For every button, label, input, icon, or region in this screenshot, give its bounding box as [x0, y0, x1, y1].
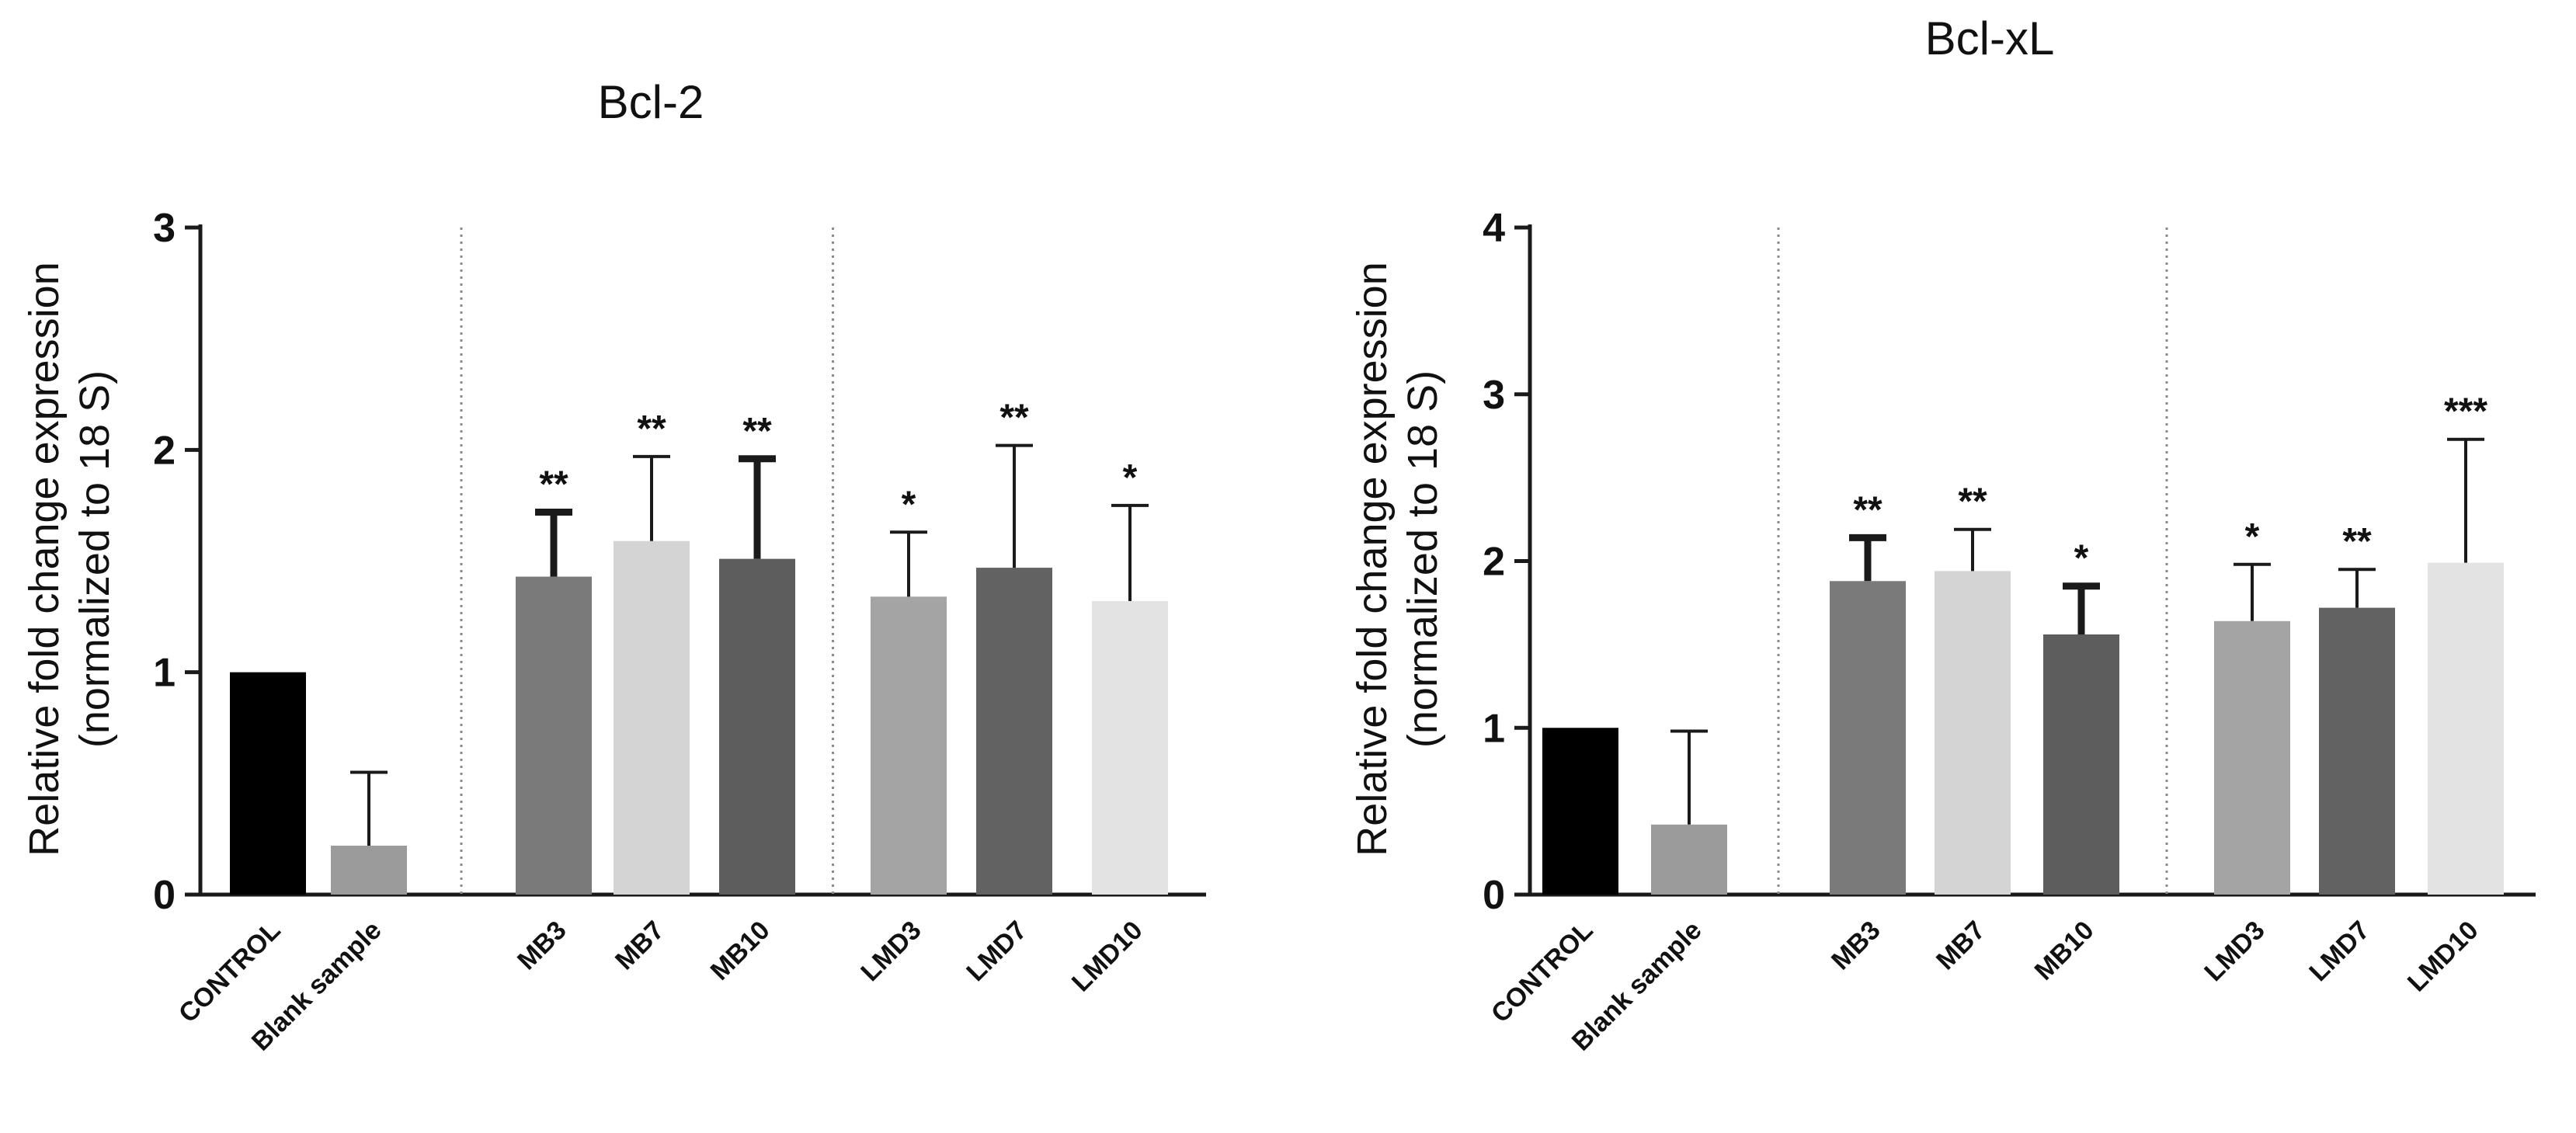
- y-tick-label: 4: [1483, 206, 1505, 251]
- significance-bcl-2-mb10: **: [742, 411, 772, 452]
- bar-bcl-xl-lmd10: [2428, 562, 2504, 895]
- y-tick-label: 1: [1483, 706, 1505, 751]
- y-tick-label: 0: [1483, 873, 1505, 918]
- x-tick-label-mb10: MB10: [2029, 916, 2100, 986]
- y-axis-label: (normalized to 18 S): [1399, 370, 1446, 748]
- bar-bcl-2-control: [230, 672, 306, 895]
- significance-bcl-xl-lmd10: ***: [2444, 391, 2487, 433]
- bar-bcl-2-lmd3: [871, 596, 947, 895]
- y-tick-label: 3: [1483, 373, 1505, 418]
- bar-bcl-xl-lmd7: [2319, 607, 2395, 895]
- y-axis-label: Relative fold change expression: [21, 262, 68, 856]
- bar-bcl-xl-mb10: [2043, 634, 2119, 895]
- chart-bcl-2: Bcl-2 Relative fold change expression (nor…: [21, 76, 1206, 1057]
- x-tick-label-lmd10: LMD10: [2402, 916, 2484, 998]
- bar-bcl-xl-mb3: [1830, 581, 1906, 895]
- x-tick-label-lmd7: LMD7: [961, 916, 1032, 987]
- bar-bcl-2-mb10: [719, 558, 795, 895]
- x-tick-label-mb7: MB7: [610, 916, 670, 976]
- x-tick-label-mb10: MB10: [705, 916, 776, 986]
- chart-title: Bcl-2: [598, 76, 704, 128]
- significance-bcl-2-mb3: **: [539, 464, 568, 506]
- x-tick-label-lmd10: LMD10: [1066, 916, 1149, 998]
- significance-bcl-2-mb7: **: [637, 408, 666, 450]
- bar-bcl-2-mb7: [614, 540, 690, 895]
- significance-bcl-2-lmd10: *: [1123, 457, 1138, 499]
- significance-bcl-2-lmd7: **: [999, 398, 1029, 439]
- significance-bcl-2-lmd3: *: [902, 484, 916, 525]
- bar-bcl-2-lmd10: [1092, 601, 1168, 895]
- x-tick-label-lmd7: LMD7: [2303, 916, 2375, 987]
- y-tick-label: 2: [1483, 540, 1505, 585]
- y-tick-label: 3: [153, 206, 176, 251]
- x-tick-label-lmd3: LMD3: [855, 916, 926, 987]
- y-tick-label: 0: [153, 873, 176, 918]
- significance-bcl-xl-mb10: *: [2074, 538, 2089, 579]
- x-tick-label-mb7: MB7: [1931, 916, 1991, 976]
- bar-bcl-2-lmd7: [976, 568, 1052, 895]
- significance-bcl-xl-lmd3: *: [2245, 516, 2260, 558]
- significance-bcl-xl-mb3: **: [1853, 489, 1882, 530]
- bar-bcl-xl-blank-sample: [1651, 824, 1727, 895]
- y-tick-label: 2: [153, 428, 176, 473]
- x-tick-label-mb3: MB3: [512, 916, 572, 976]
- bar-bcl-2-blank-sample: [331, 846, 407, 895]
- chart-bcl-xl: Bcl-xL Relative fold change expression (no…: [1349, 12, 2536, 1057]
- y-tick-label: 1: [153, 651, 176, 696]
- x-tick-label-mb3: MB3: [1826, 916, 1886, 976]
- bar-bcl-xl-lmd3: [2214, 620, 2290, 895]
- significance-bcl-xl-mb7: **: [1958, 481, 1987, 523]
- y-axis-label: Relative fold change expression: [1349, 262, 1396, 856]
- bar-bcl-xl-mb7: [1935, 571, 2011, 895]
- x-tick-label-lmd3: LMD3: [2199, 916, 2270, 987]
- chart-title: Bcl-xL: [1925, 12, 2055, 64]
- significance-bcl-xl-lmd7: **: [2342, 521, 2372, 562]
- y-axis-label: (normalized to 18 S): [71, 370, 118, 748]
- bar-bcl-2-mb3: [516, 576, 592, 895]
- bar-bcl-xl-control: [1542, 728, 1618, 895]
- x-tick-label-control: CONTROL: [1486, 916, 1599, 1029]
